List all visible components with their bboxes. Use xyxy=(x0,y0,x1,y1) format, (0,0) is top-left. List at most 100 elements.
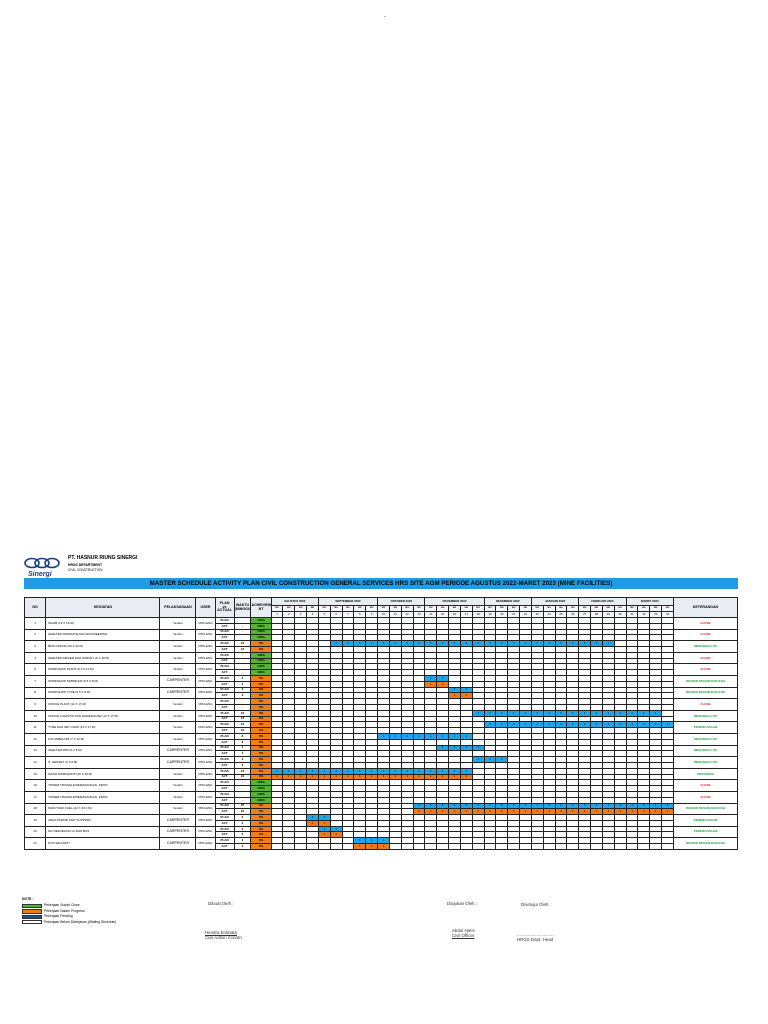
week-cell xyxy=(542,785,556,792)
week-cell xyxy=(530,634,544,642)
week-cell xyxy=(625,756,639,763)
week-cell: 1 xyxy=(625,808,639,816)
row-achievement: 0% xyxy=(250,727,272,734)
week-cell xyxy=(542,680,556,688)
week-cell xyxy=(566,698,580,705)
legend-item: Pekerjaan Pending xyxy=(22,914,116,920)
week-cell: 1 xyxy=(412,732,426,740)
week-cell: 1 xyxy=(507,808,521,816)
week-cell xyxy=(542,657,556,665)
week-cell xyxy=(365,819,379,827)
legend-swatch xyxy=(22,909,42,914)
week-cell xyxy=(365,703,379,711)
week-cell xyxy=(542,831,556,839)
legend-text: Pekerjaan Pending xyxy=(44,914,73,919)
week-cell xyxy=(566,825,580,833)
row-plan-actual: PLAN xyxy=(214,732,235,740)
week-cell xyxy=(613,767,627,775)
week-cell xyxy=(507,767,521,775)
week-cell xyxy=(471,663,485,671)
week-cell xyxy=(613,680,627,688)
table-row: 17 TOWER TRIANGLE/PEMASANGAN, PETIR Vendor… xyxy=(23,790,739,804)
week-cell xyxy=(625,744,639,752)
table-row: ACT -100% xyxy=(25,634,738,642)
week-cell xyxy=(613,814,627,821)
week-cell xyxy=(601,843,615,850)
table-row: 15 WASH WORKSHOP (20 X 30 M) Vendor PRO-ENG… xyxy=(23,767,739,781)
row-achievement: 100% xyxy=(250,663,272,671)
row-achievement: 0% xyxy=(250,703,272,711)
row-executor: Vendor xyxy=(159,698,197,711)
row-achievement: 100% xyxy=(250,628,272,636)
row-plan-actual: PLAN xyxy=(214,686,235,694)
week-cell xyxy=(412,674,426,682)
row-plan-actual: PLAN xyxy=(214,663,235,671)
week-cell xyxy=(661,646,674,653)
week-cell xyxy=(566,744,580,752)
week-cell xyxy=(471,721,485,729)
signature-created-label: Dibuat Oleh : xyxy=(208,901,234,906)
row-plan-actual: PLAN xyxy=(214,837,235,845)
week-number: 24 xyxy=(542,611,556,618)
row-plan-actual: ACT xyxy=(214,761,235,769)
week-cell xyxy=(507,825,521,833)
row-plan-actual: PLAN xyxy=(214,756,235,763)
company-section: CIVIL CONSTRUCTION xyxy=(68,568,103,573)
week-cell xyxy=(365,727,379,734)
week-cell xyxy=(519,843,532,850)
week-cell xyxy=(519,790,532,798)
week-cell xyxy=(637,646,651,653)
week-cell xyxy=(578,686,592,694)
week-cell xyxy=(471,617,485,624)
row-user: PRO-ENG xyxy=(195,814,216,827)
week-cell xyxy=(578,744,592,752)
week-cell xyxy=(661,634,674,642)
row-plan-actual: PLAN xyxy=(214,709,235,717)
week-cell xyxy=(507,674,521,682)
week-cell xyxy=(590,715,603,723)
week-cell: 1 xyxy=(530,808,544,816)
week-cell xyxy=(590,686,603,694)
table-row: 10 OFFICE LOGISTIK DAN WAREHOUSE (13 X 17… xyxy=(23,709,739,723)
week-cell xyxy=(590,669,603,676)
week-cell xyxy=(507,727,521,734)
row-activity: MAIN TANK FUEL (22 X 40.3 M) xyxy=(45,802,161,816)
row-executor: Vendor xyxy=(159,790,197,804)
row-achievement: 0% xyxy=(250,831,272,839)
week-number: 18 xyxy=(471,611,485,618)
week-cell xyxy=(590,646,603,653)
row-achievement: 0% xyxy=(250,674,272,682)
row-user: PRO-ENG xyxy=(195,744,216,758)
week-cell: 1 xyxy=(530,802,544,810)
week-cell xyxy=(542,663,556,671)
week-cell xyxy=(530,698,544,705)
week-cell xyxy=(412,761,426,769)
table-row: 3 BMS OFFICE (20 X 22 M) Vendor PRO-ENG PLAN… xyxy=(23,640,739,653)
row-plan-actual: PLAN xyxy=(214,651,235,659)
week-cell xyxy=(661,796,674,804)
week-cell xyxy=(471,837,485,845)
row-achievement: 100% xyxy=(250,622,272,630)
row-achievement: 100% xyxy=(250,651,272,659)
row-executor: Vendor xyxy=(159,617,197,630)
row-status: PERENCANAAN xyxy=(672,825,739,839)
week-cell xyxy=(507,617,521,624)
week-cell: 1 xyxy=(637,802,651,810)
week-cell xyxy=(613,651,627,659)
week-cell xyxy=(471,634,485,642)
signature-created-role: Civil Admin Constn xyxy=(205,934,242,940)
week-cell xyxy=(625,843,639,850)
row-executor: Vendor xyxy=(159,663,197,676)
week-cell xyxy=(613,790,627,798)
week-cell: 1 xyxy=(412,808,426,816)
row-number: 14 xyxy=(23,756,47,769)
row-plan-actual: PLAN xyxy=(214,767,235,775)
week-cell xyxy=(471,814,485,821)
week-cell: 1 xyxy=(542,709,556,717)
week-cell xyxy=(519,657,532,665)
row-activity: TOWER TRIANGLE/PEMASANGAN, PETIR xyxy=(45,790,161,804)
row-achievement: 0% xyxy=(250,750,272,758)
week-cell xyxy=(637,622,651,630)
week-cell xyxy=(637,767,651,775)
row-number: 15 xyxy=(23,767,47,781)
